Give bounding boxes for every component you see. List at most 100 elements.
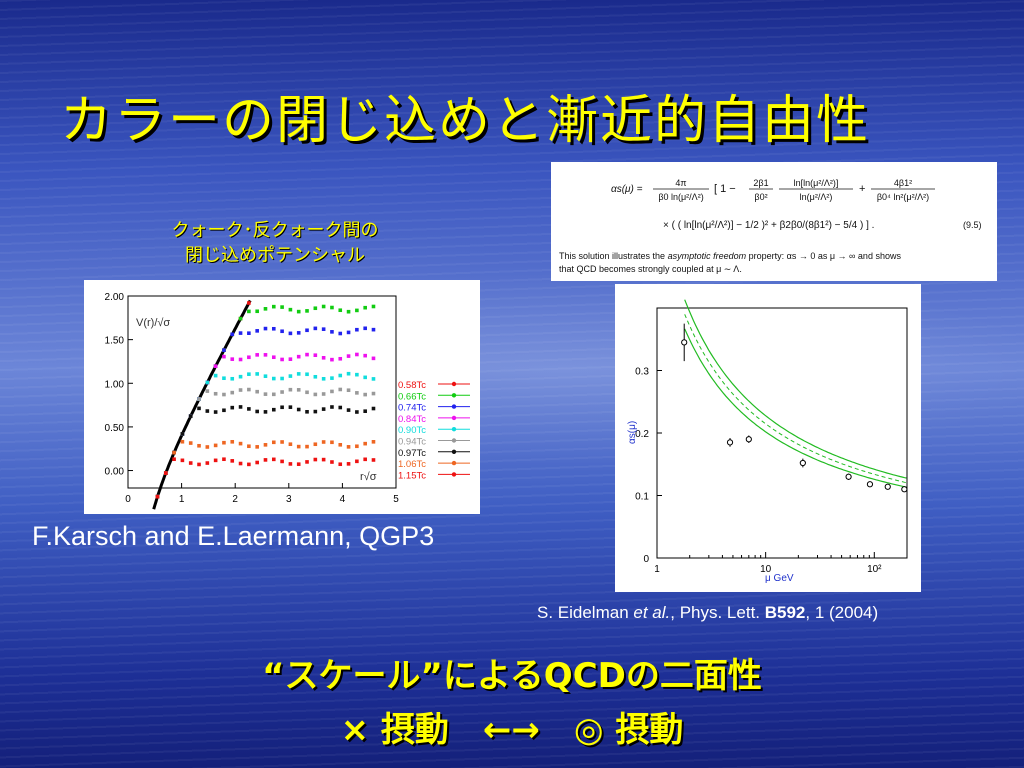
potential-data-point <box>180 458 185 463</box>
potential-data-point <box>280 390 284 394</box>
potential-data-point <box>346 462 351 466</box>
potential-data-point <box>238 388 243 392</box>
alpha-data-point <box>884 483 891 490</box>
formula-frac2-den: β0² <box>754 192 767 202</box>
formula-frac4-num: 4β1² <box>894 178 912 188</box>
potential-ytick-label: 0.50 <box>105 423 125 434</box>
potential-data-point <box>280 329 284 334</box>
potential-data-point <box>230 390 235 395</box>
potential-data-point <box>247 372 251 376</box>
potential-data-point <box>296 309 301 314</box>
potential-data-point <box>238 374 243 379</box>
potential-data-point <box>238 441 243 446</box>
potential-data-point <box>172 450 176 455</box>
potential-data-point <box>305 372 309 377</box>
potential-xlabel: r√σ <box>360 471 377 483</box>
potential-data-point <box>363 392 367 397</box>
potential-data-point <box>321 407 326 411</box>
potential-legend-label: 1.15Tc <box>398 470 426 481</box>
potential-data-point <box>363 441 367 446</box>
citation-karsch: F.Karsch and E.Laermann, QGP3 <box>32 521 435 551</box>
potential-data-point <box>230 439 235 444</box>
potential-data-point <box>296 372 301 376</box>
potential-data-point <box>271 326 276 331</box>
potential-data-point <box>296 444 301 449</box>
potential-data-point <box>321 327 326 331</box>
potential-data-point <box>280 459 284 464</box>
potential-data-point <box>247 309 251 314</box>
potential-data-point <box>247 355 251 360</box>
potential-data-point <box>321 457 326 462</box>
potential-data-point <box>338 405 343 410</box>
formula-frac4-den: β0⁴ ln²(μ²/Λ²) <box>877 192 929 202</box>
potential-data-point <box>255 445 259 449</box>
potential-data-point <box>247 462 251 467</box>
potential-data-point <box>255 372 259 376</box>
potential-data-point <box>330 405 334 409</box>
potential-legend-marker <box>451 438 457 443</box>
potential-xtick-label: 0 <box>125 494 131 505</box>
potential-data-point <box>255 460 259 465</box>
potential-data-point <box>321 392 326 396</box>
potential-data-point <box>247 387 251 392</box>
potential-data-point <box>330 305 334 310</box>
potential-data-point <box>205 445 210 449</box>
alpha-s-chart: 0 0.1 0.2 0.3 1 10 10² αs(μ) μ GeV <box>627 299 908 584</box>
potential-data-point <box>205 389 210 393</box>
potential-data-point <box>247 331 251 335</box>
potential-ytick-label: 0.00 <box>105 467 125 478</box>
potential-data-point <box>371 406 376 411</box>
alpha-band-lower <box>684 328 907 488</box>
potential-data-point <box>313 353 318 357</box>
potential-data-point <box>346 309 351 314</box>
potential-data-point <box>155 494 160 499</box>
potential-data-point <box>313 442 318 447</box>
alpha-xtick-label: 1 <box>654 564 660 575</box>
potential-data-point <box>222 408 226 413</box>
potential-data-point <box>238 357 243 362</box>
potential-data-point <box>247 407 251 411</box>
potential-data-point <box>338 442 343 447</box>
potential-data-point <box>238 331 243 335</box>
potential-legend-label: 0.66Tc <box>398 391 426 402</box>
formula-text-line2: that QCD becomes strongly coupled at μ ∼… <box>559 264 742 274</box>
potential-data-point <box>355 372 359 377</box>
potential-legend-marker <box>451 393 457 398</box>
potential-data-point <box>188 414 193 418</box>
potential-zero-temperature-curve <box>152 299 252 510</box>
potential-xtick-label: 3 <box>286 494 292 505</box>
potential-data-point <box>296 354 301 359</box>
potential-xtick-label: 1 <box>179 494 185 505</box>
alpha-ytick-label: 0.2 <box>635 429 649 440</box>
formula-row2: × ( ( ln[ln(μ²/Λ²)] − 1/2 )² + β2β0/(8β1… <box>663 220 874 231</box>
potential-data-point <box>371 304 376 309</box>
potential-data-point <box>230 405 235 410</box>
alpha-band-upper <box>684 299 907 479</box>
potential-ytick-label: 2.00 <box>105 292 125 303</box>
potential-data-point <box>205 409 210 413</box>
potential-data-point <box>330 389 334 394</box>
bottom-line-perturbation: × 摂動 ←→ ◎ 摂動 <box>340 710 684 750</box>
formula-frac3-num: ln[ln(μ²/Λ²)] <box>794 178 839 188</box>
potential-data-point <box>313 374 318 379</box>
potential-data-point <box>321 440 326 444</box>
alpha-band-central <box>684 314 907 484</box>
potential-xtick-label: 4 <box>340 494 346 505</box>
potential-data-point <box>238 461 243 466</box>
alpha-s-formula-panel: αs(μ) = 4π β0 ln(μ²/Λ²) [ 1 − 2β1 β0² ln… <box>551 162 997 281</box>
potential-data-point <box>280 405 284 410</box>
potential-data-point <box>205 461 210 465</box>
potential-data-point <box>371 391 376 396</box>
potential-data-point <box>363 375 367 380</box>
potential-legend-marker <box>451 415 457 421</box>
potential-data-point <box>305 328 309 333</box>
potential-data-point <box>222 348 226 352</box>
potential-data-point <box>305 309 309 313</box>
potential-data-point <box>363 409 367 413</box>
potential-legend-marker <box>451 472 457 477</box>
potential-data-point <box>313 409 318 414</box>
potential-data-point <box>296 462 301 466</box>
alpha-data-point <box>799 459 806 467</box>
bottom-line-duality: “スケール”によるQCDの二面性 <box>262 656 762 696</box>
potential-data-point <box>197 443 201 448</box>
